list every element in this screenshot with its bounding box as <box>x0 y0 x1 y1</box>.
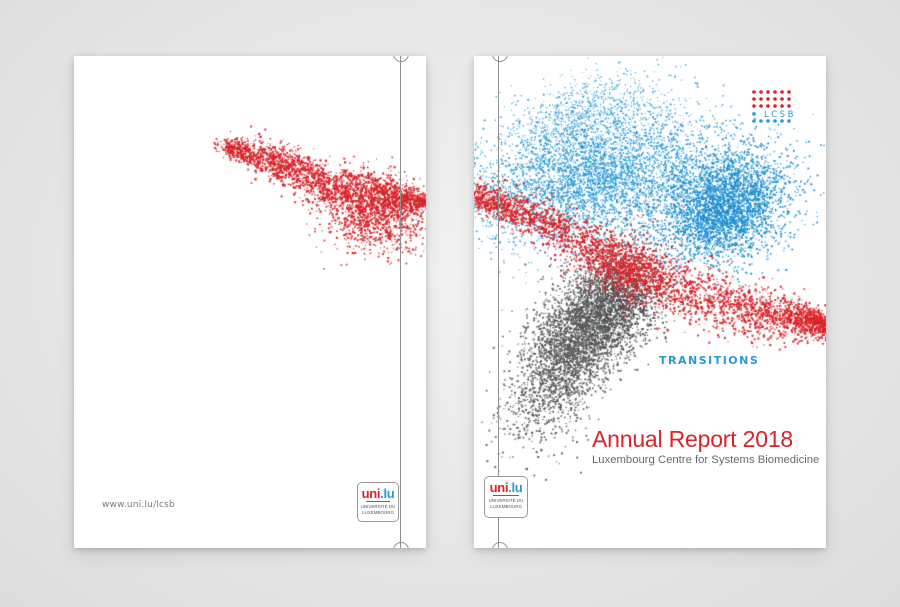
spine-crease <box>498 56 499 548</box>
spine-crease <box>400 56 401 548</box>
university-logo-mark: uni.lu <box>361 486 395 501</box>
theme-label: TRANSITIONS <box>659 354 760 367</box>
red-particle-stream <box>74 56 426 548</box>
particle-illustration <box>474 56 826 548</box>
university-logo-line2: LUXEMBOURG <box>489 504 522 509</box>
website-url: www.uni.lu/lcsb <box>102 500 175 510</box>
university-logo-mark: uni.lu <box>489 480 523 495</box>
back-cover: www.uni.lu/lcsb uni.lu UNIVERSITÉ DU LUX… <box>74 56 426 548</box>
university-logo: uni.lu UNIVERSITÉ DU LUXEMBOURG <box>484 476 528 518</box>
lcsb-dot-grid <box>752 90 791 123</box>
university-logo-line1: UNIVERSITÉ DU <box>488 498 524 503</box>
university-logo-line1: UNIVERSITÉ DU <box>360 504 396 509</box>
university-logo: uni.lu UNIVERSITÉ DU LUXEMBOURG <box>357 482 399 522</box>
report-title: Annual Report 2018 <box>592 426 793 452</box>
report-subtitle: Luxembourg Centre for Systems Biomedicin… <box>592 454 820 466</box>
university-logo-line2: LUXEMBOURG <box>361 510 394 515</box>
front-cover: LCSB TRANSITIONS Annual Report 2018 Luxe… <box>474 56 826 548</box>
lcsb-logo-text: LCSB <box>764 110 796 120</box>
lcsb-logo: LCSB <box>750 88 800 132</box>
